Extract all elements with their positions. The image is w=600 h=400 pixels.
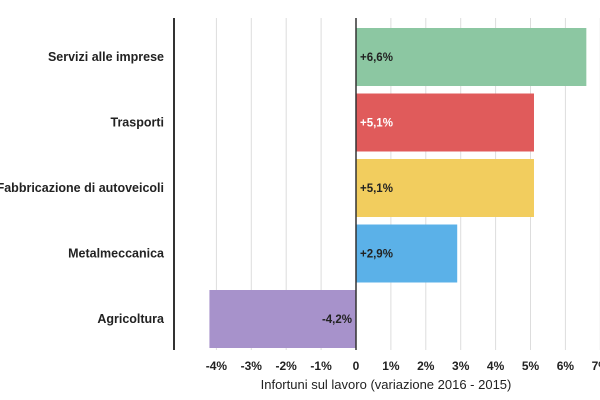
axes [173,18,357,350]
x-tick-label: 0 [353,359,360,373]
category-label: Fabbricazione di autoveicoli [0,181,164,195]
category-label: Servizi alle imprese [48,50,164,64]
x-tick-label: 3% [452,359,470,373]
x-tick-label: -2% [276,359,298,373]
bar [356,93,534,152]
data-label: +2,9% [360,249,393,261]
labels: -4% -3% -2% -1% 0 1% 2% 3% 4% 5% 6% 7% +6,6% Servizi … [0,50,600,373]
bar [356,28,587,86]
x-tick-label: 6% [557,359,575,373]
data-label: +5,1% [360,118,393,130]
x-axis-title: Infortuni sul lavoro (variazione 2016 - … [261,377,512,392]
x-tick-label: 1% [382,359,400,373]
bar [356,159,534,217]
data-label: -4,2% [322,314,352,326]
category-label: Trasporti [111,116,165,130]
x-tick-label: -1% [310,359,332,373]
x-tick-label: -4% [206,359,228,373]
data-label: +6,6% [360,52,393,64]
x-tick-label: 7% [592,359,600,373]
bar [209,290,356,348]
x-tick-label: 2% [417,359,435,373]
category-label: Agricoltura [97,312,165,326]
x-tick-label: 5% [522,359,540,373]
x-tick-label: -3% [241,359,263,373]
x-tick-label: 4% [487,359,505,373]
bars [209,28,587,348]
category-label: Metalmeccanica [68,247,165,261]
data-label: +5,1% [360,183,393,195]
bar [356,224,458,283]
